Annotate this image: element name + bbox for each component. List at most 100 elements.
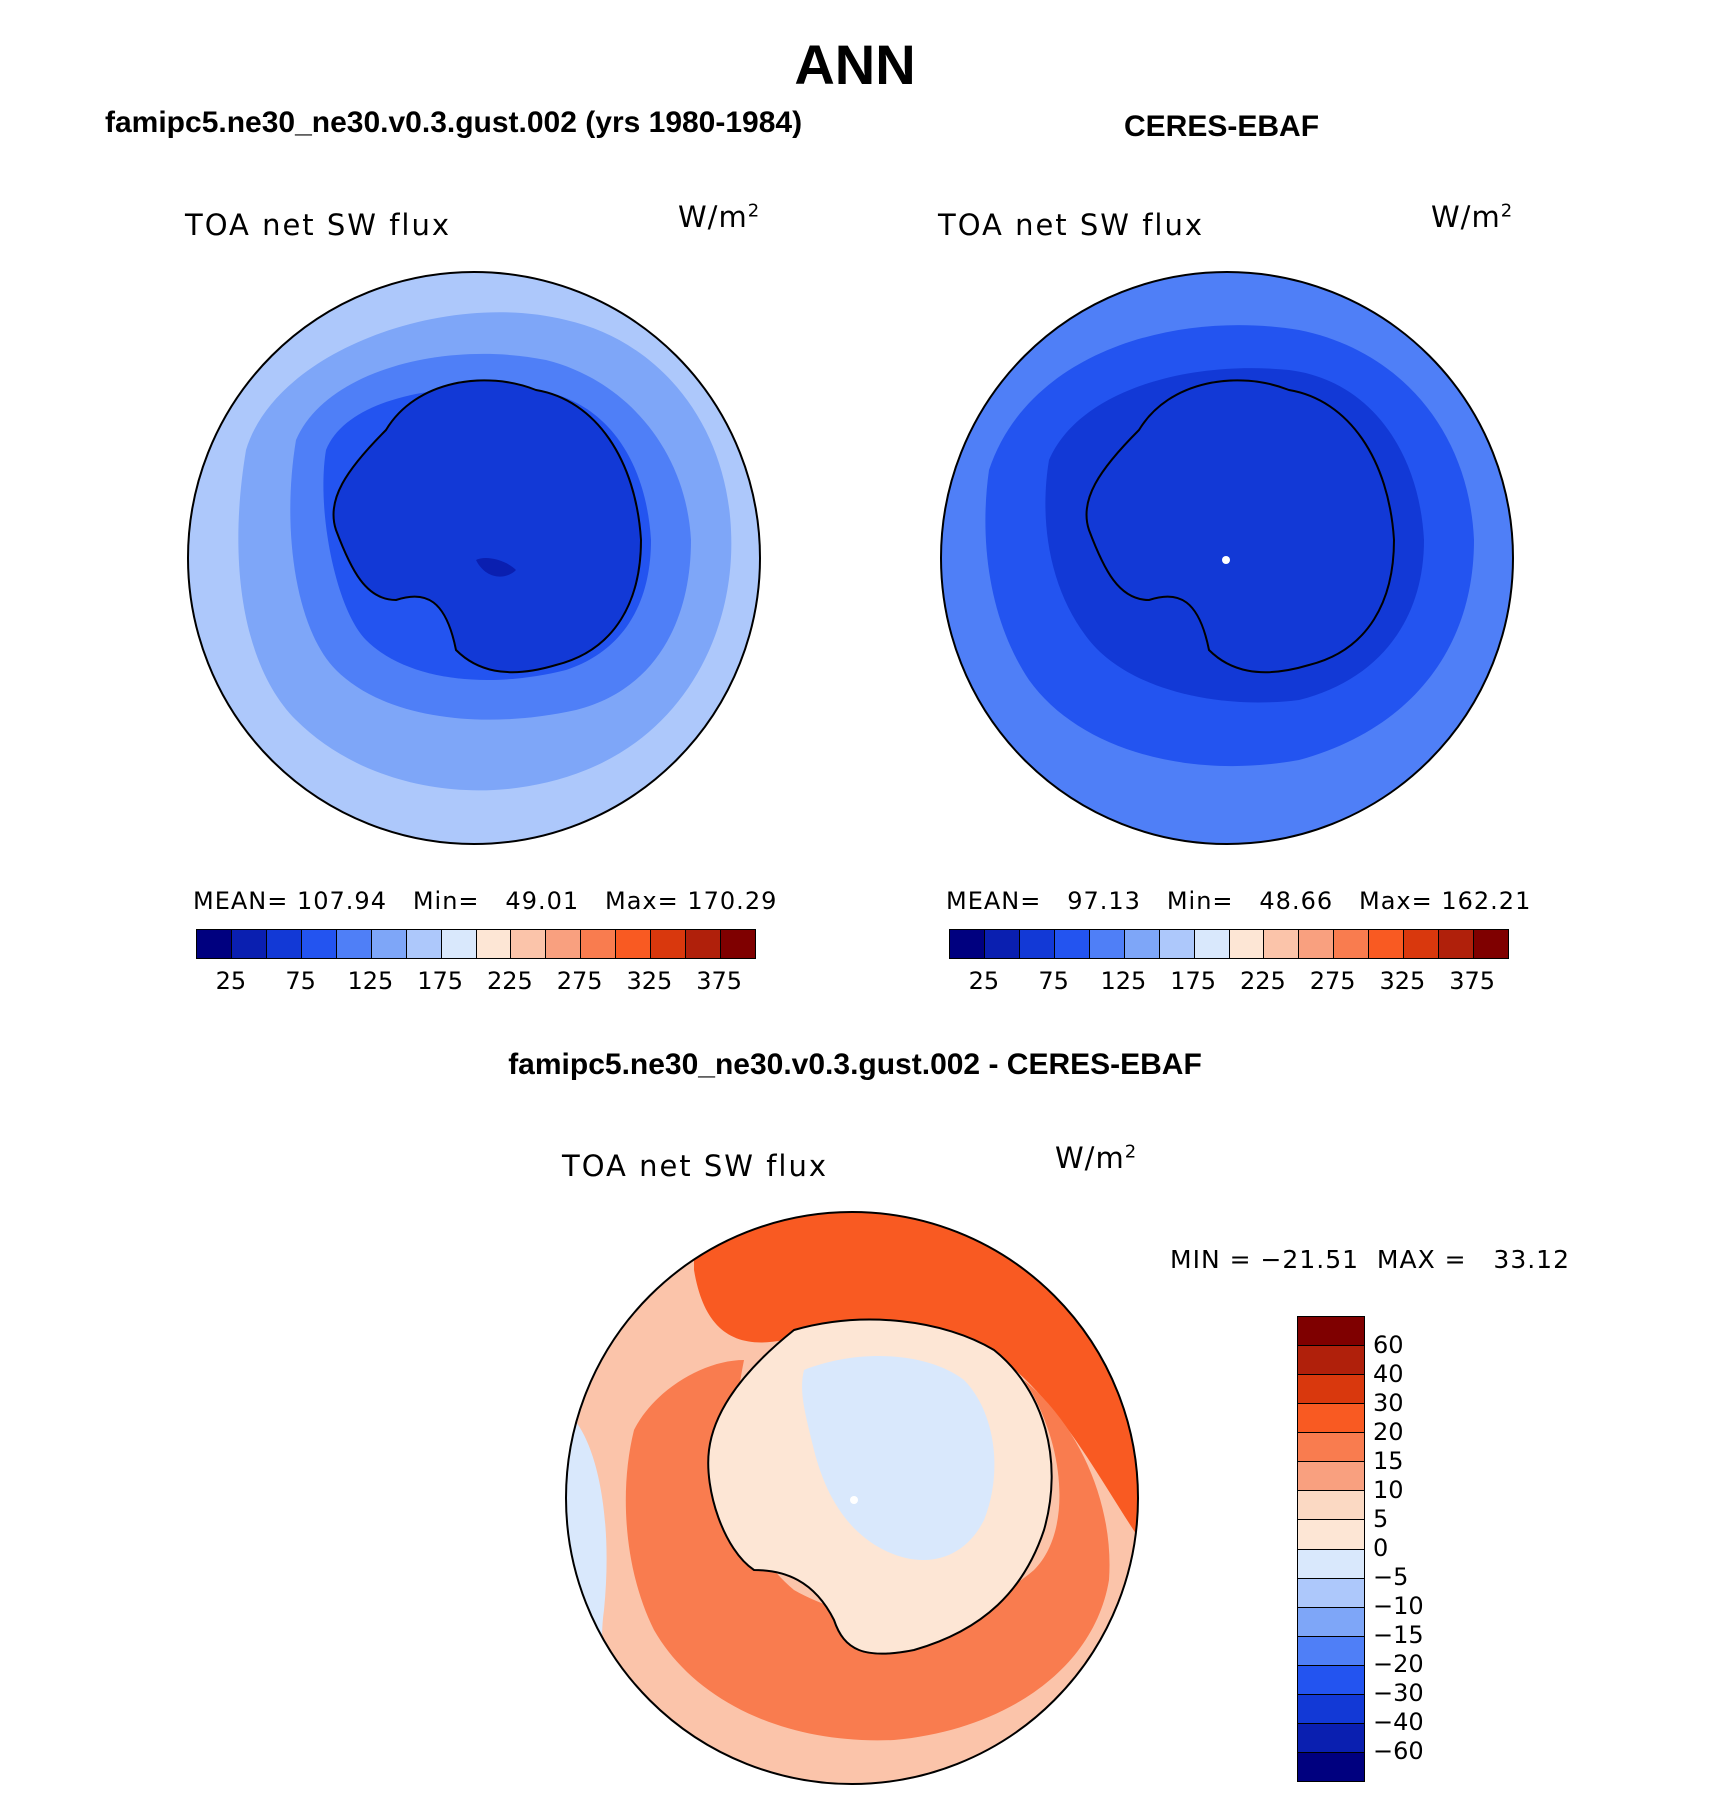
colorbar-swatch [721, 930, 755, 958]
colorbar-tick-label: 125 [347, 967, 394, 995]
colorbar-swatch [1229, 930, 1265, 958]
colorbar-swatch [1334, 930, 1370, 958]
season-title: ANN [794, 33, 916, 96]
colorbar-swatch [581, 930, 617, 958]
colorbar-tick-label: 75 [1038, 967, 1069, 995]
colorbar-swatch [1159, 930, 1195, 958]
diff-colorbar-ticks: 60 40 30 20 15 10 5 0 −5 −10 −15 −20 −30 −40 −60 [1373, 1316, 1473, 1780]
colorbar-tick-label: 20 [1373, 1418, 1404, 1446]
colorbar-tick-label: 40 [1373, 1360, 1404, 1388]
colorbar-tick-label: 375 [1449, 967, 1496, 995]
colorbar-swatch [1298, 1723, 1364, 1753]
colorbar-swatch [1298, 1578, 1364, 1608]
colorbar-swatch [1194, 930, 1230, 958]
colorbar-swatch [1298, 1520, 1364, 1550]
colorbar-tick-label: −30 [1373, 1679, 1424, 1707]
colorbar-tick-label: 10 [1373, 1476, 1404, 1504]
colorbar-tick-label: 0 [1373, 1534, 1389, 1562]
colorbar-swatch [686, 930, 722, 958]
colorbar-tick-label: 25 [215, 967, 247, 995]
colorbar-swatch [406, 930, 442, 958]
obs-case-title: CERES-EBAF [1124, 110, 1320, 143]
diff-case-title: famipc5.ne30_ne30.v0.3.gust.002 - CERES-… [508, 1048, 1202, 1081]
colorbar-swatch [1264, 930, 1300, 958]
colorbar-tick-label: 30 [1373, 1389, 1404, 1417]
colorbar-tick-label: 125 [1100, 967, 1147, 995]
model-case-title: famipc5.ne30_ne30.v0.3.gust.002 (yrs 198… [105, 106, 803, 139]
colorbar-swatch [1299, 930, 1335, 958]
colorbar-tick-label: 175 [1170, 967, 1217, 995]
colorbar-swatch [1298, 1549, 1364, 1579]
colorbar-swatch [1298, 1752, 1364, 1781]
colorbar-tick-label: 225 [1239, 967, 1286, 995]
obs-colorbar-ticks: 25 75 125 175 225 275 325 375 [949, 967, 1507, 997]
diff-map [565, 1211, 1139, 1785]
colorbar-tick-label: 375 [696, 967, 743, 995]
colorbar-swatch [950, 930, 985, 958]
colorbar-tick-label: 15 [1373, 1447, 1404, 1475]
colorbar-swatch [616, 930, 652, 958]
colorbar-tick-label: −60 [1373, 1737, 1424, 1765]
colorbar-tick-label: 275 [1309, 967, 1356, 995]
model-colorbar [196, 929, 756, 959]
colorbar-swatch [1298, 1346, 1364, 1376]
colorbar-swatch [1019, 930, 1055, 958]
colorbar-swatch [371, 930, 407, 958]
colorbar-swatch [1474, 930, 1508, 958]
colorbar-swatch [1298, 1317, 1364, 1347]
colorbar-swatch [301, 930, 337, 958]
colorbar-swatch [1298, 1404, 1364, 1434]
model-map [187, 271, 761, 845]
colorbar-tick-label: −20 [1373, 1650, 1424, 1678]
colorbar-swatch [651, 930, 687, 958]
colorbar-swatch [1124, 930, 1160, 958]
colorbar-swatch [336, 930, 372, 958]
colorbar-tick-label: 175 [417, 967, 464, 995]
colorbar-swatch [1298, 1665, 1364, 1695]
colorbar-swatch [1298, 1491, 1364, 1521]
diff-colorbar [1297, 1316, 1365, 1782]
obs-unit-label: W/m2 [1431, 200, 1514, 234]
colorbar-tick-label: 225 [486, 967, 533, 995]
diff-minmax: MIN = −21.51 MAX = 33.12 [1170, 1245, 1570, 1274]
colorbar-tick-label: 325 [1379, 967, 1426, 995]
colorbar-swatch [231, 930, 267, 958]
colorbar-tick-label: −5 [1373, 1563, 1409, 1591]
colorbar-tick-label: −15 [1373, 1621, 1424, 1649]
colorbar-tick-label: 75 [285, 967, 316, 995]
colorbar-swatch [1089, 930, 1125, 958]
colorbar-swatch [266, 930, 302, 958]
model-variable-label: TOA net SW flux [185, 208, 452, 242]
colorbar-swatch [1298, 1694, 1364, 1724]
obs-stats: MEAN= 97.13 Min= 48.66 Max= 162.21 [946, 887, 1532, 915]
colorbar-tick-label: 25 [968, 967, 1000, 995]
diff-variable-label: TOA net SW flux [562, 1149, 829, 1183]
colorbar-tick-label: 325 [626, 967, 673, 995]
colorbar-swatch [441, 930, 477, 958]
colorbar-swatch [476, 930, 512, 958]
model-unit-label: W/m2 [678, 200, 761, 234]
colorbar-swatch [1298, 1375, 1364, 1405]
colorbar-swatch [546, 930, 582, 958]
model-colorbar-ticks: 25 75 125 175 225 275 325 375 [196, 967, 754, 997]
colorbar-tick-label: 275 [556, 967, 603, 995]
colorbar-swatch [1404, 930, 1440, 958]
obs-colorbar [949, 929, 1509, 959]
obs-map [940, 271, 1514, 845]
colorbar-swatch [1298, 1462, 1364, 1492]
colorbar-swatch [1298, 1607, 1364, 1637]
colorbar-tick-label: −10 [1373, 1592, 1424, 1620]
colorbar-swatch [1298, 1636, 1364, 1666]
colorbar-tick-label: −40 [1373, 1708, 1424, 1736]
colorbar-tick-label: 60 [1373, 1331, 1404, 1359]
colorbar-swatch [984, 930, 1020, 958]
colorbar-swatch [1369, 930, 1405, 958]
colorbar-swatch [1439, 930, 1475, 958]
colorbar-swatch [1054, 930, 1090, 958]
obs-variable-label: TOA net SW flux [938, 208, 1205, 242]
model-stats: MEAN= 107.94 Min= 49.01 Max= 170.29 [193, 887, 778, 915]
colorbar-tick-label: 5 [1373, 1505, 1389, 1533]
colorbar-swatch [511, 930, 547, 958]
diff-unit-label: W/m2 [1055, 1141, 1138, 1175]
colorbar-swatch [1298, 1433, 1364, 1463]
